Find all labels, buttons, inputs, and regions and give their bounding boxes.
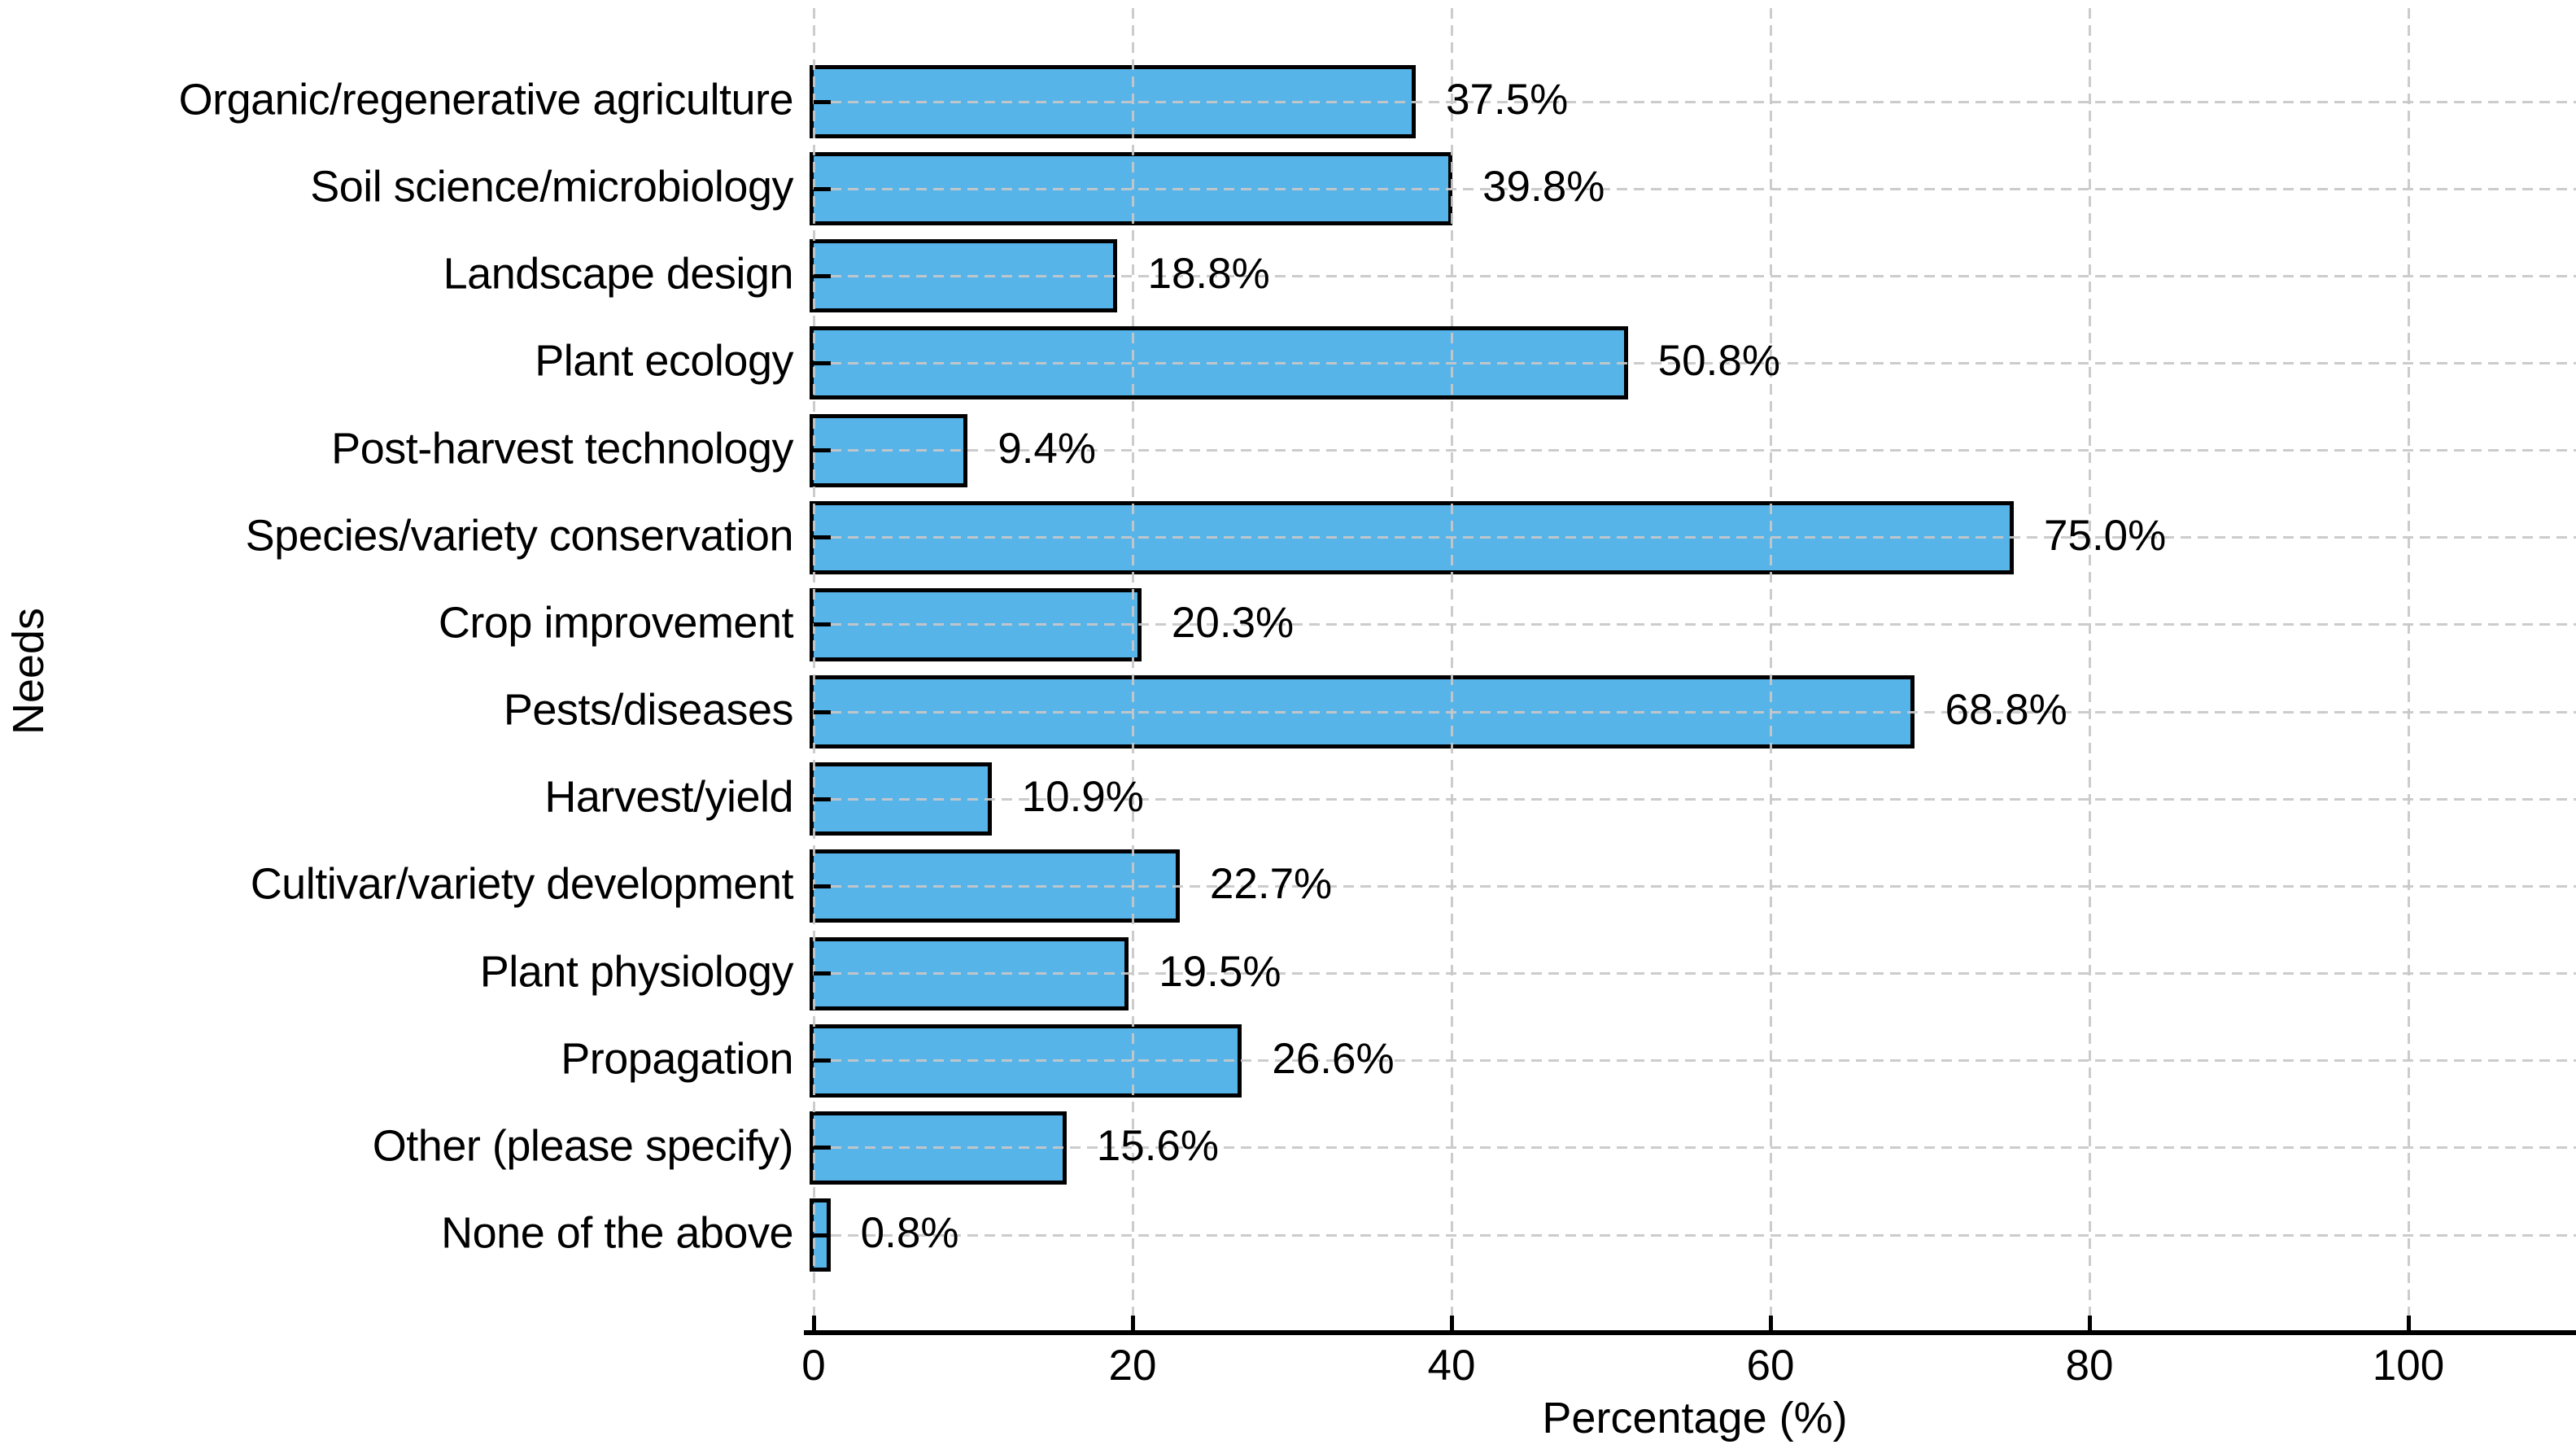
y-tick (814, 273, 831, 278)
bar-value-label: 22.7% (1209, 860, 1333, 909)
x-tick-label: 0 (801, 1342, 826, 1390)
y-tick (814, 360, 831, 365)
x-tick (811, 1316, 816, 1330)
y-gridline (814, 449, 2576, 452)
y-gridline (814, 972, 2576, 975)
x-axis-spine (804, 1330, 2576, 1335)
y-tick (814, 622, 831, 627)
y-gridline (814, 710, 2576, 714)
y-tick (814, 186, 831, 191)
y-gridline (814, 884, 2576, 888)
category-label: Organic/regenerative agriculture (178, 75, 794, 124)
category-label: Cultivar/variety development (250, 859, 794, 909)
bar-value-label: 18.8% (1147, 250, 1270, 299)
y-tick (814, 1146, 831, 1150)
y-gridline (814, 623, 2576, 626)
x-tick-label: 100 (2372, 1342, 2445, 1390)
x-gridline (1450, 8, 1453, 1330)
x-tick (1130, 1316, 1135, 1330)
x-tick-label: 20 (1108, 1342, 1157, 1390)
x-tick (2087, 1316, 2092, 1330)
category-label: Propagation (561, 1034, 793, 1084)
category-label: Harvest/yield (544, 772, 793, 822)
y-gridline (814, 797, 2576, 801)
x-tick-label: 80 (2065, 1342, 2114, 1390)
category-label: Post-harvest technology (331, 424, 793, 474)
y-gridline (814, 1233, 2576, 1237)
y-gridline (814, 1146, 2576, 1150)
bar-value-label: 9.4% (998, 424, 1097, 473)
category-label: Other (please specify) (372, 1121, 794, 1171)
bar-value-label: 19.5% (1159, 947, 1281, 996)
x-gridline (1131, 8, 1134, 1330)
y-tick (814, 884, 831, 888)
y-tick (814, 535, 831, 540)
category-label: Plant ecology (535, 336, 793, 386)
bar-value-label: 20.3% (1171, 598, 1295, 647)
y-tick (814, 971, 831, 976)
y-tick (814, 797, 831, 801)
bar-value-label: 26.6% (1272, 1034, 1395, 1083)
bar-value-label: 50.8% (1657, 337, 1780, 386)
y-axis-title: Needs (4, 607, 53, 735)
x-tick-label: 60 (1746, 1342, 1795, 1390)
category-label: Soil science/microbiology (310, 162, 793, 212)
category-label: None of the above (441, 1208, 793, 1258)
y-tick (814, 709, 831, 714)
y-gridline (814, 187, 2576, 190)
y-tick (814, 1058, 831, 1063)
x-tick (1449, 1316, 1454, 1330)
category-label: Pests/diseases (503, 685, 794, 735)
category-label: Crop improvement (438, 598, 794, 648)
bar-value-label: 39.8% (1482, 163, 1605, 212)
x-tick (2406, 1316, 2411, 1330)
bar-value-label: 75.0% (2044, 511, 2167, 560)
x-axis-title: Percentage (%) (1542, 1394, 1848, 1442)
bar-value-label: 10.9% (1021, 773, 1144, 822)
bar-value-label: 15.6% (1096, 1121, 1220, 1170)
y-gridline (814, 536, 2576, 539)
y-gridline (814, 100, 2576, 103)
y-gridline (814, 361, 2576, 364)
category-label: Landscape design (443, 249, 794, 299)
bar-value-label: 37.5% (1446, 76, 1569, 124)
y-tick (814, 99, 831, 104)
category-label: Plant physiology (479, 947, 794, 997)
x-tick (1768, 1316, 1773, 1330)
y-tick (814, 448, 831, 453)
y-gridline (814, 1059, 2576, 1063)
bar-value-label: 68.8% (1945, 686, 2067, 735)
y-gridline (814, 274, 2576, 277)
x-gridline (1769, 8, 1772, 1330)
x-tick-label: 40 (1427, 1342, 1476, 1390)
x-gridline (2088, 8, 2091, 1330)
x-gridline (2407, 8, 2410, 1330)
y-tick (814, 1233, 831, 1237)
bar-value-label: 0.8% (860, 1209, 959, 1258)
x-gridline (812, 8, 815, 1330)
category-label: Species/variety conservation (245, 511, 794, 561)
